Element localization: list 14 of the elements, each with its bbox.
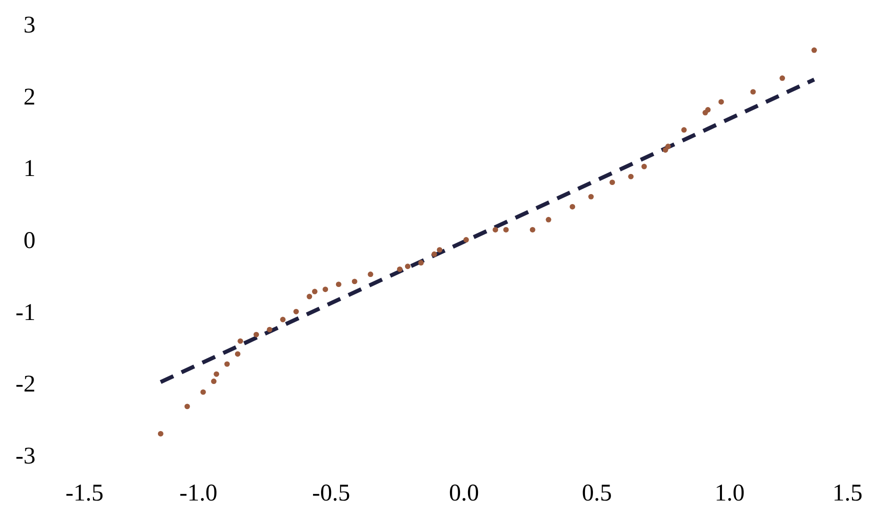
y-tick-label: -3 — [16, 444, 36, 470]
y-tick-label: -2 — [16, 372, 36, 398]
x-tick-label: -0.5 — [312, 480, 350, 506]
x-tick-label: 0.0 — [449, 480, 479, 506]
y-tick-label: 3 — [24, 12, 36, 38]
y-tick-label: -1 — [16, 300, 36, 326]
y-tick-label: 1 — [24, 156, 36, 182]
x-tick-label: 1.5 — [832, 480, 862, 506]
y-tick-label: 0 — [24, 228, 36, 254]
x-tick-label: 1.0 — [714, 480, 745, 506]
x-tick-label: 0.5 — [582, 480, 612, 506]
y-tick-label: 2 — [24, 84, 36, 110]
x-tick-label: -1.5 — [66, 480, 104, 506]
x-tick-label: -1.0 — [179, 480, 218, 506]
